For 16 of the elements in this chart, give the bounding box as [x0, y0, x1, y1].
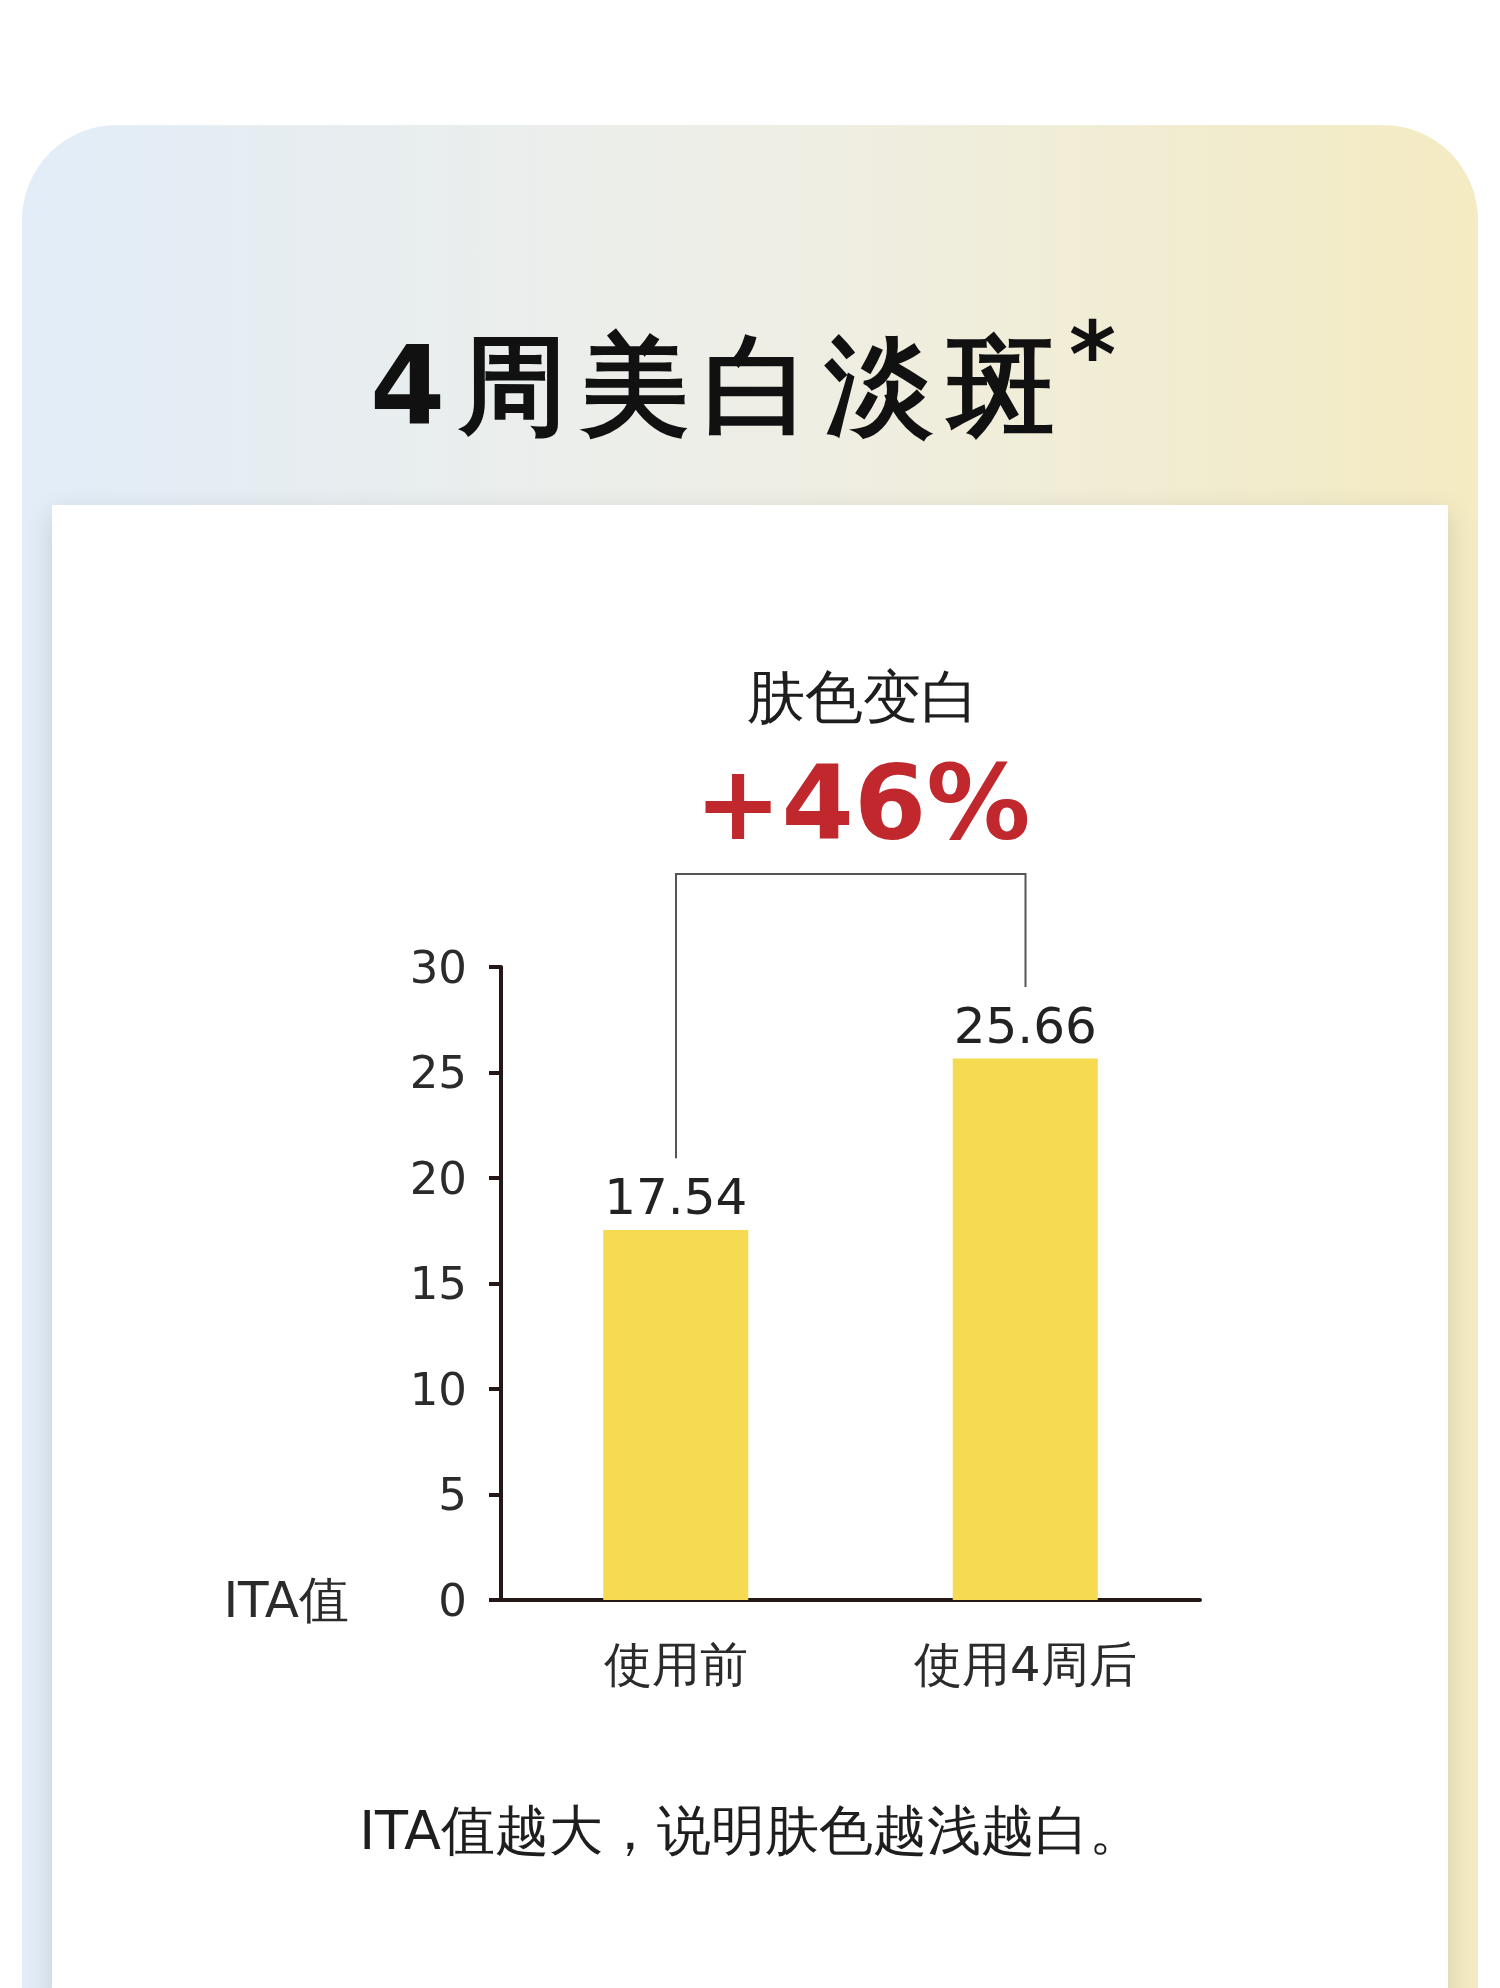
x-tick-label: 使用4周后	[913, 1636, 1137, 1692]
x-tick-label: 使用前	[603, 1636, 748, 1692]
y-tick-label: 25	[409, 1046, 467, 1099]
chart-title: 4周美白淡斑$^{*}$	[368, 301, 1132, 450]
y-tick-label: 0	[438, 1573, 467, 1627]
y-axis-title: ITA值	[223, 1571, 349, 1629]
text: +46%	[694, 741, 1031, 864]
y-tick-label: 5	[438, 1468, 467, 1521]
y-tick-label: 30	[409, 940, 467, 994]
data-label: 25.66	[953, 996, 1097, 1055]
y-tick-label: 20	[409, 1151, 467, 1205]
y-tick-label: 10	[409, 1362, 467, 1416]
y-tick-label: 15	[409, 1257, 467, 1310]
text: ITA值越大，说明肤色越浅越白。	[359, 1798, 1143, 1862]
data-label: 17.54	[604, 1167, 748, 1226]
text: 肤色变白	[746, 662, 979, 731]
